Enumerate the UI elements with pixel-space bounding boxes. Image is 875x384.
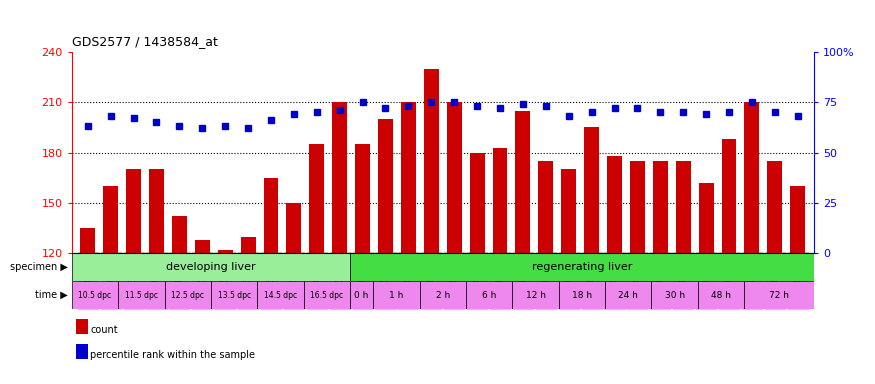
Text: developing liver: developing liver bbox=[166, 262, 256, 272]
Bar bbox=[374, 281, 420, 309]
Text: 30 h: 30 h bbox=[665, 291, 685, 300]
Bar bbox=[218, 250, 233, 253]
Bar bbox=[722, 139, 737, 253]
Bar bbox=[401, 102, 416, 253]
Bar bbox=[350, 253, 814, 281]
Bar bbox=[126, 169, 141, 253]
Bar bbox=[149, 169, 164, 253]
Bar bbox=[332, 102, 347, 253]
Bar bbox=[304, 281, 350, 309]
Text: specimen ▶: specimen ▶ bbox=[10, 262, 67, 272]
Text: 11.5 dpc: 11.5 dpc bbox=[125, 291, 158, 300]
Bar bbox=[651, 281, 698, 309]
Bar bbox=[515, 111, 530, 253]
Text: regenerating liver: regenerating liver bbox=[532, 262, 632, 272]
Bar bbox=[103, 186, 118, 253]
Bar bbox=[745, 102, 760, 253]
Text: GDS2577 / 1438584_at: GDS2577 / 1438584_at bbox=[72, 35, 218, 48]
Text: 18 h: 18 h bbox=[572, 291, 592, 300]
Text: 48 h: 48 h bbox=[711, 291, 731, 300]
Text: 0 h: 0 h bbox=[354, 291, 368, 300]
Bar bbox=[561, 169, 576, 253]
Bar bbox=[470, 152, 485, 253]
Text: 16.5 dpc: 16.5 dpc bbox=[311, 291, 343, 300]
Bar bbox=[744, 281, 814, 309]
Bar bbox=[263, 178, 278, 253]
Bar bbox=[607, 156, 622, 253]
Text: 6 h: 6 h bbox=[482, 291, 496, 300]
Bar bbox=[606, 281, 651, 309]
Bar bbox=[355, 144, 370, 253]
Bar bbox=[466, 281, 513, 309]
Bar bbox=[676, 161, 690, 253]
Text: 12 h: 12 h bbox=[526, 291, 545, 300]
Text: time ▶: time ▶ bbox=[35, 290, 67, 300]
Bar bbox=[790, 186, 805, 253]
Text: percentile rank within the sample: percentile rank within the sample bbox=[90, 350, 256, 360]
Text: count: count bbox=[90, 325, 118, 335]
Text: 72 h: 72 h bbox=[769, 291, 789, 300]
Bar bbox=[538, 161, 553, 253]
Text: 13.5 dpc: 13.5 dpc bbox=[218, 291, 250, 300]
Bar bbox=[559, 281, 606, 309]
Bar bbox=[211, 281, 257, 309]
Bar bbox=[447, 102, 462, 253]
Bar bbox=[420, 281, 466, 309]
Bar bbox=[80, 228, 95, 253]
Bar bbox=[653, 161, 668, 253]
Bar bbox=[493, 147, 507, 253]
Text: 10.5 dpc: 10.5 dpc bbox=[79, 291, 111, 300]
Bar bbox=[310, 144, 325, 253]
Bar bbox=[195, 240, 210, 253]
Bar bbox=[257, 281, 304, 309]
Bar bbox=[72, 253, 350, 281]
Bar bbox=[630, 161, 645, 253]
Bar bbox=[286, 203, 301, 253]
Bar bbox=[584, 127, 599, 253]
Bar bbox=[378, 119, 393, 253]
Bar bbox=[698, 183, 713, 253]
Bar bbox=[698, 281, 744, 309]
Text: 12.5 dpc: 12.5 dpc bbox=[172, 291, 204, 300]
Bar bbox=[164, 281, 211, 309]
Text: 2 h: 2 h bbox=[436, 291, 450, 300]
Text: 1 h: 1 h bbox=[389, 291, 403, 300]
Bar bbox=[72, 281, 118, 309]
Bar bbox=[172, 217, 187, 253]
Bar bbox=[118, 281, 164, 309]
Bar bbox=[350, 281, 374, 309]
Text: 14.5 dpc: 14.5 dpc bbox=[264, 291, 297, 300]
Text: 24 h: 24 h bbox=[619, 291, 638, 300]
Bar bbox=[513, 281, 559, 309]
Bar bbox=[241, 237, 256, 253]
Bar bbox=[767, 161, 782, 253]
Bar bbox=[424, 69, 438, 253]
